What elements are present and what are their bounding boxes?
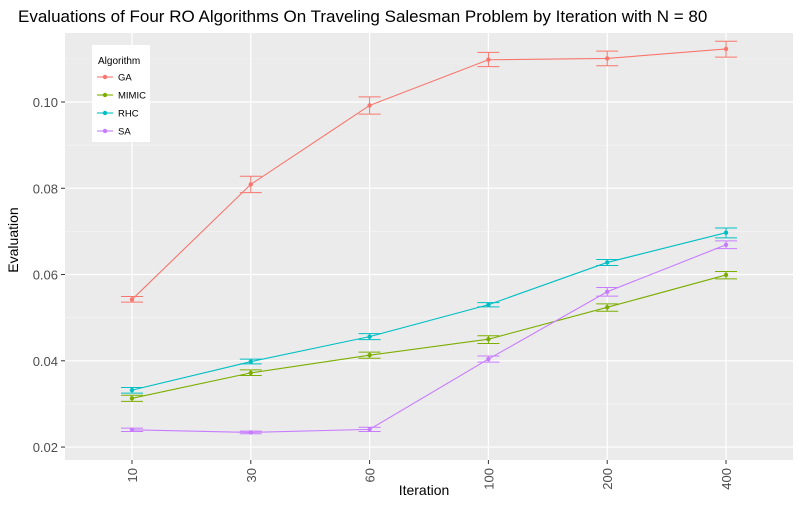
series-layer [120,40,738,435]
x-tick-label: 60 [363,468,378,482]
data-point [486,302,491,307]
data-point [129,427,135,433]
plot-panel [65,33,793,460]
x-axis-label: Iteration [399,482,450,498]
legend-label: RHC [118,109,139,120]
data-point [129,297,135,302]
data-point [605,305,610,310]
data-point [723,272,729,278]
x-tick-label: 10 [125,468,140,482]
data-point [605,289,610,294]
data-point [367,103,372,108]
series-rhc [120,227,738,394]
series-mimic [120,271,738,402]
data-point [248,359,253,364]
x-tick-label: 100 [481,468,496,490]
y-axis-label: Evaluation [5,207,21,272]
series-ga [120,40,738,303]
legend-label: MIMIC [118,91,146,102]
legend-key-point [102,74,108,80]
legend-item-ga: GA [97,73,132,84]
data-point [486,356,491,362]
series-line [131,232,727,391]
data-point [248,370,253,376]
legend-label: SA [118,127,131,138]
x-tick-label: 30 [244,468,259,482]
series-line [131,244,727,433]
data-point [248,182,253,187]
data-point [367,427,372,432]
data-point [486,57,491,62]
legend-key-point [102,128,108,134]
data-point [248,430,253,435]
y-tick-label: 0.08 [33,181,58,196]
axes: 0.02 0.04 0.06 0.08 0.10 10 30 60 100 200 400 [33,95,734,490]
data-point [605,260,610,265]
y-tick-label: 0.04 [33,354,58,369]
series-sa [120,240,738,435]
legend-box [92,45,150,142]
data-point [605,56,610,61]
legend-key-point [102,110,108,116]
data-point [367,352,372,358]
chart-title: Evaluations of Four RO Algorithms On Tra… [18,7,707,26]
legend-title: Algorithm [98,56,140,67]
legend-item-sa: SA [97,127,131,138]
data-point [723,46,729,52]
data-point [129,387,135,393]
legend-label: GA [118,73,132,84]
legend-item-rhc: RHC [97,109,139,120]
data-point [367,334,372,339]
series-line [131,274,727,399]
x-tick-label: 400 [719,468,734,490]
data-point [486,337,491,342]
data-point [129,396,135,401]
legend-item-mimic: MIMIC [97,91,146,102]
data-point [723,242,729,247]
legend-key-point [102,92,108,98]
legend: Algorithm GA MIMIC RHC SA [92,45,150,142]
y-tick-label: 0.10 [33,95,58,110]
data-point [723,230,729,235]
y-tick-label: 0.06 [33,268,58,283]
y-tick-label: 0.02 [33,440,58,455]
series-line [131,48,727,300]
x-tick-label: 200 [600,468,615,490]
